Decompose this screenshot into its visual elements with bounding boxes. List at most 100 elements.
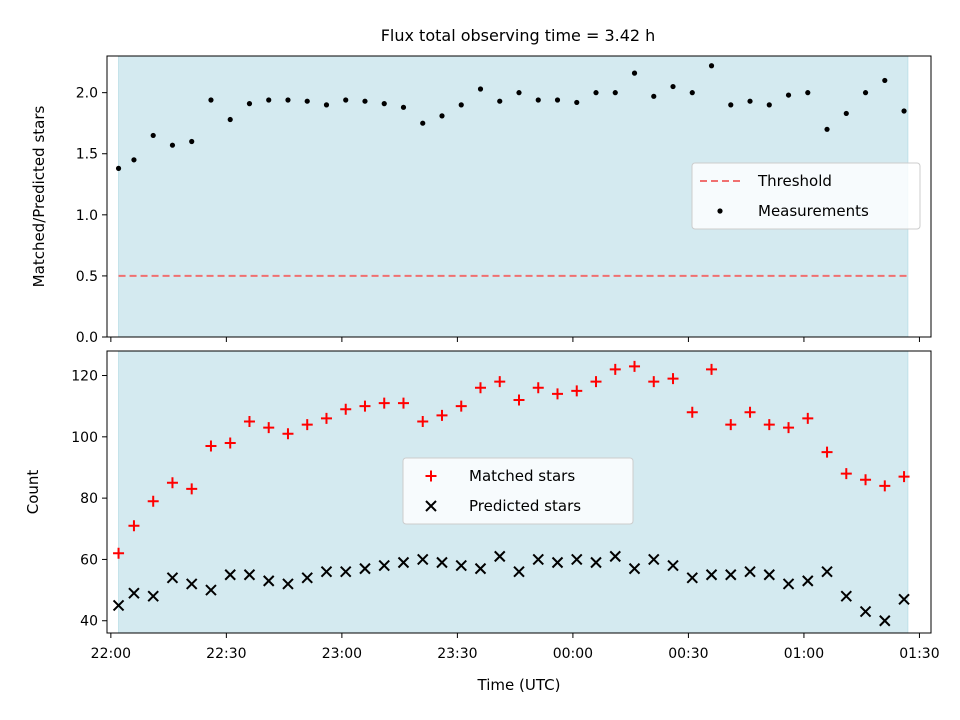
matched-stars-point [744,406,756,418]
predicted-stars-point [128,587,140,599]
measurement-point [381,101,387,107]
x-tick-label: 00:00 [553,646,593,662]
predicted-stars-point [840,590,852,602]
measurement-point [516,90,522,96]
measurement-point [208,97,214,103]
measurement-point [535,97,541,103]
measurement-point [266,97,272,103]
matched-stars-point [263,422,275,434]
measurement-point [343,97,349,103]
y-axis-label: Matched/Predicted stars [30,106,48,288]
matched-stars-point [609,363,621,375]
matched-stars-point [455,400,467,412]
y-tick-label: 120 [71,369,98,385]
x-axis-label: Time (UTC) [477,676,561,694]
axes-frame [106,350,932,634]
x-tick-label: 22:30 [206,646,246,662]
matched-stars-point [282,428,294,440]
matched-stars-point [571,385,583,397]
x-tick-label: 22:00 [91,646,131,662]
predicted-stars-point [436,556,448,569]
measurement-point [785,92,792,98]
legend-label: Threshold [757,172,832,190]
measurement-point [439,113,445,119]
matched-stars-point [417,416,429,427]
legend-box [402,457,634,525]
matched-stars-point [532,382,544,394]
predicted-stars-point [898,593,910,605]
predicted-stars-point [455,559,467,572]
legend-matched-handle [425,470,437,482]
bottom-panel: 40 60 80 100 120 22:00 22:30 23:00 23:30 00:00 00:… [24,350,940,694]
measurement-point [824,126,830,132]
predicted-stars-point [879,615,891,627]
y-tick-label: 100 [71,430,98,446]
measurement-point [708,63,715,69]
predicted-stars-point [205,584,217,596]
predicted-stars-point [243,569,256,581]
matched-stars-point [128,520,140,532]
measurement-point [477,86,484,92]
legend-predicted-handle [425,500,437,512]
measurement-point [323,102,330,108]
predicted-stars-point [282,578,294,590]
measurement-point [362,98,368,104]
top-panel: 0.0 0.5 1.0 1.5 2.0 Matched/Predicted stars Th… [30,55,932,346]
measurement-point [651,93,657,99]
predicted-stars-point [147,590,159,602]
measurement-point [115,165,122,171]
x-tick-label: 23:30 [437,646,477,662]
predicted-stars-point [359,562,371,575]
predicted-stars-point [166,572,179,584]
measurement-point [304,98,310,104]
matched-stars-point [243,416,255,427]
measurement-point [631,70,638,76]
measurement-point [458,102,464,108]
predicted-stars-point [340,565,352,578]
predicted-stars-point [628,562,641,575]
predicted-stars-point [744,565,756,578]
measurement-point [862,90,869,96]
predicted-stars-point [782,578,795,590]
matched-stars-point [301,419,313,431]
measurement-point [670,83,676,90]
measurement-point [285,97,291,103]
measurement-point [593,90,599,96]
predicted-stars-point [551,556,564,569]
measurement-point [728,102,734,108]
measurement-point [843,110,849,117]
measurement-point [766,102,772,108]
matched-stars-point [474,382,486,394]
y-tick-label: 80 [80,491,98,507]
matched-stars-point [397,397,409,409]
predicted-stars-point [590,556,602,569]
matched-stars-point [706,363,718,375]
predicted-stars-point [513,565,525,578]
matched-stars-point [436,409,448,421]
predicted-stars-point [532,553,544,566]
measurement-point [574,99,580,106]
y-tick-label: 1.0 [76,208,98,224]
x-tick-label: 00:30 [668,646,708,662]
x-tick-label: 01:30 [899,646,939,662]
matched-stars-point [879,480,891,492]
legend-label: Predicted stars [469,497,581,515]
matched-stars-point [821,446,833,458]
predicted-stars-point [494,550,506,563]
y-tick-label: 2.0 [76,86,98,102]
measurement-point [169,142,176,148]
predicted-stars-point [705,569,718,581]
matched-stars-point [166,477,178,489]
predicted-stars-point [609,550,621,563]
matched-stars-point [648,376,660,388]
y-tick-label: 0.5 [76,269,98,285]
predicted-stars-point [224,569,236,581]
predicted-stars-point [648,553,660,566]
predicted-stars-point [301,572,313,584]
matched-stars-point [359,400,371,412]
matched-stars-point [686,406,698,418]
x-tick-label: 01:00 [784,646,824,662]
matched-stars-point [147,495,159,507]
matched-stars-point [552,388,564,400]
matched-stars-point [802,412,814,424]
